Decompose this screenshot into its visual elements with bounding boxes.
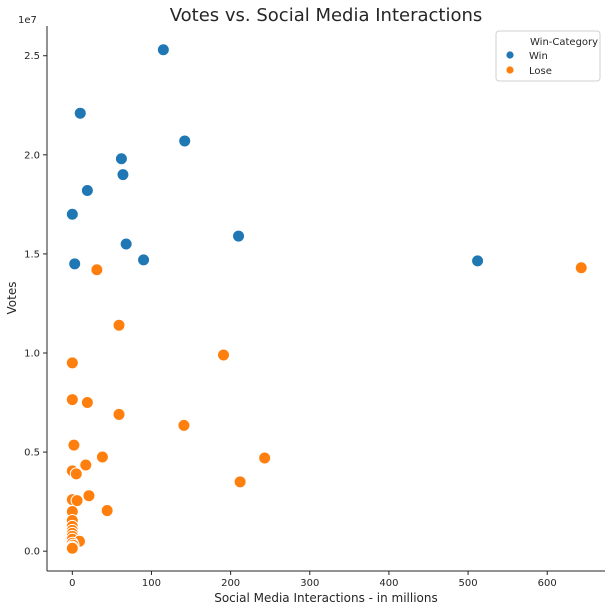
legend-title: Win-Category — [530, 37, 598, 48]
data-point-lose — [80, 396, 94, 410]
y-tick-label: 1.0 — [24, 349, 40, 360]
data-point-lose — [100, 504, 114, 518]
legend-entry-label: Win — [529, 51, 548, 62]
legend-entries: Win Lose — [505, 50, 552, 77]
data-point-lose — [574, 261, 588, 275]
data-point-lose — [233, 475, 247, 489]
y-tick-label: 0.5 — [24, 448, 40, 459]
data-point-lose — [82, 489, 96, 503]
data-point-win — [80, 183, 94, 197]
data-point-lose — [65, 356, 79, 370]
data-point-lose — [112, 407, 126, 421]
series-win — [65, 43, 485, 271]
x-tick-label: 100 — [142, 578, 161, 589]
y-tick-label: 2.0 — [24, 150, 40, 161]
y-ticks: 0.0 0.5 1.0 1.5 2.0 2.5 — [24, 51, 47, 558]
data-point-win — [116, 168, 130, 182]
points-layer — [65, 43, 588, 555]
legend-marker-win — [505, 50, 515, 60]
data-point-lose — [112, 318, 126, 332]
data-point-win — [73, 106, 87, 120]
x-tick-label: 200 — [221, 578, 240, 589]
data-point-win — [68, 257, 82, 271]
x-tick-label: 0 — [69, 578, 75, 589]
data-point-lose — [69, 467, 83, 481]
data-point-lose — [258, 451, 272, 465]
chart-title: Votes vs. Social Media Interactions — [170, 5, 483, 26]
y-tick-label: 1.5 — [24, 249, 40, 260]
legend-entry-label: Lose — [529, 66, 552, 77]
data-point-lose — [95, 450, 109, 464]
data-point-lose — [217, 348, 231, 362]
y-tick-label: 0.0 — [24, 547, 40, 558]
data-point-lose — [65, 541, 79, 555]
x-tick-label: 600 — [538, 578, 557, 589]
data-point-win — [65, 207, 79, 221]
data-point-lose — [177, 418, 191, 432]
data-point-win — [114, 152, 128, 166]
legend-marker-lose — [505, 65, 515, 75]
y-offset-label: 1e7 — [18, 15, 37, 26]
y-axis-label: Votes — [5, 282, 19, 315]
data-point-win — [137, 253, 151, 267]
data-point-win — [232, 229, 246, 243]
x-tick-label: 500 — [459, 578, 478, 589]
x-tick-label: 400 — [379, 578, 398, 589]
data-point-lose — [79, 458, 93, 472]
data-point-win — [178, 134, 192, 148]
data-point-win — [471, 254, 485, 268]
y-tick-label: 2.5 — [24, 51, 40, 62]
series-lose — [65, 261, 588, 555]
data-point-lose — [90, 263, 104, 277]
x-tick-label: 300 — [300, 578, 319, 589]
data-point-win — [156, 43, 170, 57]
axes-layer — [46, 26, 605, 572]
data-point-lose — [67, 438, 81, 452]
legend-box — [495, 30, 601, 82]
data-point-lose — [70, 494, 84, 508]
x-ticks: 0 100 200 300 400 500 600 — [69, 571, 557, 589]
legend: Win-Category Win Lose — [495, 30, 601, 82]
x-axis-label: Social Media Interactions - in millions — [214, 591, 438, 605]
data-point-lose — [65, 393, 79, 407]
data-point-win — [119, 237, 133, 251]
